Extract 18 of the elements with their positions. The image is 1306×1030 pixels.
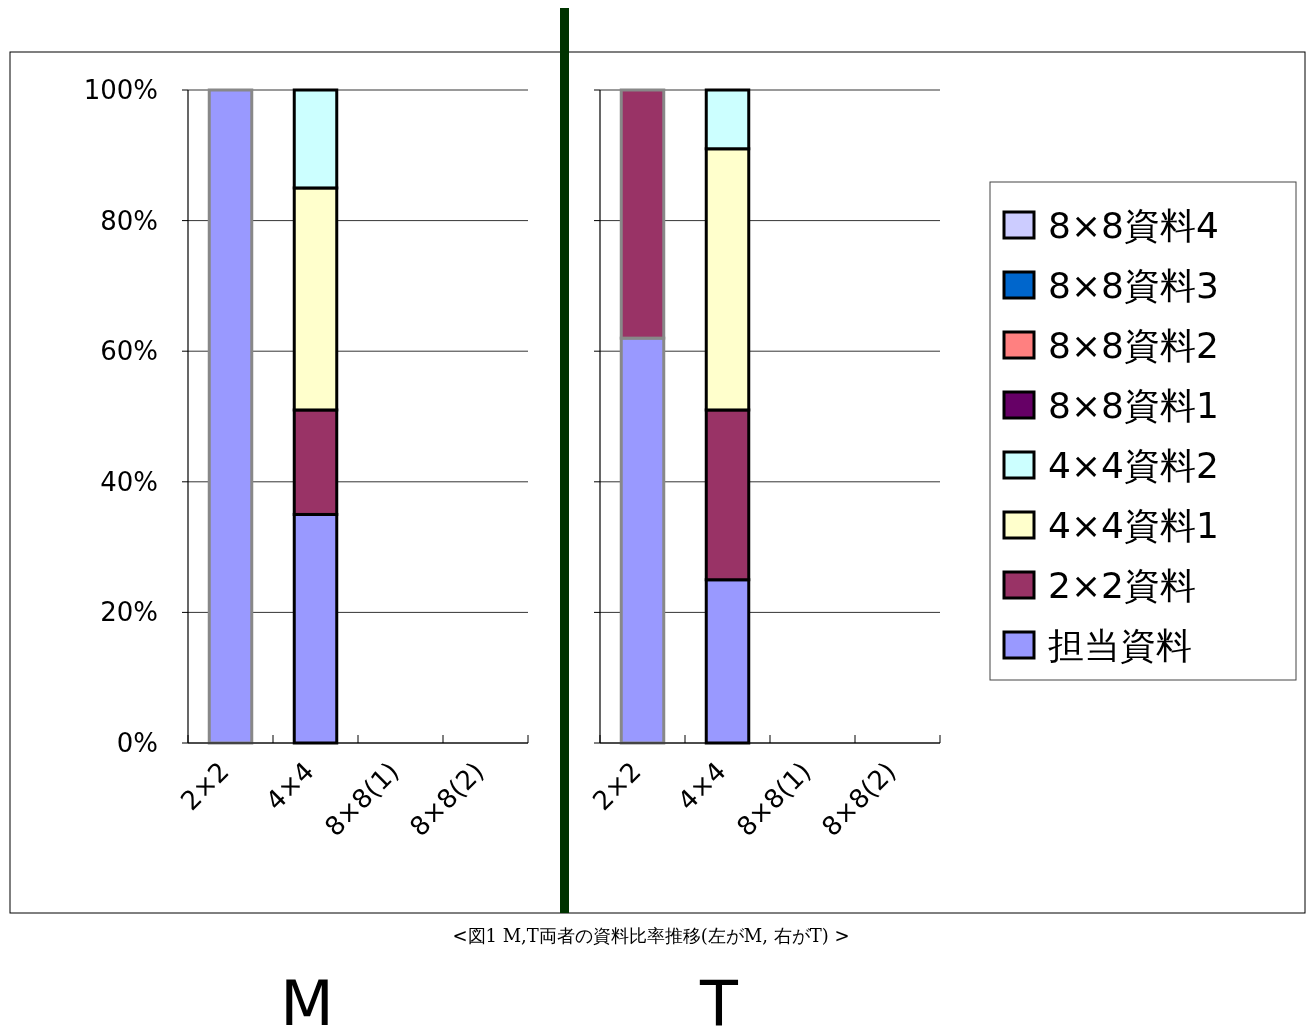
y-tick-label: 20% — [100, 597, 158, 628]
bar — [207, 88, 254, 745]
y-tick-label: 0% — [116, 728, 158, 758]
legend-label: 8×8資料2 — [1048, 325, 1219, 366]
legend-label: 8×8資料1 — [1048, 385, 1219, 426]
y-tick-label: 40% — [100, 466, 158, 497]
legend-label: 4×4資料2 — [1048, 445, 1219, 486]
legend-label: 2×2資料 — [1048, 565, 1196, 606]
legend-label: 4×4資料1 — [1048, 505, 1219, 546]
legend-label: 担当資料 — [1048, 625, 1192, 666]
legend-label: 8×8資料4 — [1048, 205, 1219, 246]
x-axis-title: M — [280, 967, 334, 1030]
text: <図1 M,T両者の資料比率推移(左がM, 右がT) > — [452, 925, 850, 946]
y-tick-label: 60% — [100, 336, 158, 367]
y-tick-label: 100% — [83, 75, 158, 105]
legend-label: 8×8資料3 — [1048, 265, 1219, 306]
x-axis-title: T — [699, 967, 740, 1030]
y-tick-label: 80% — [100, 205, 158, 236]
